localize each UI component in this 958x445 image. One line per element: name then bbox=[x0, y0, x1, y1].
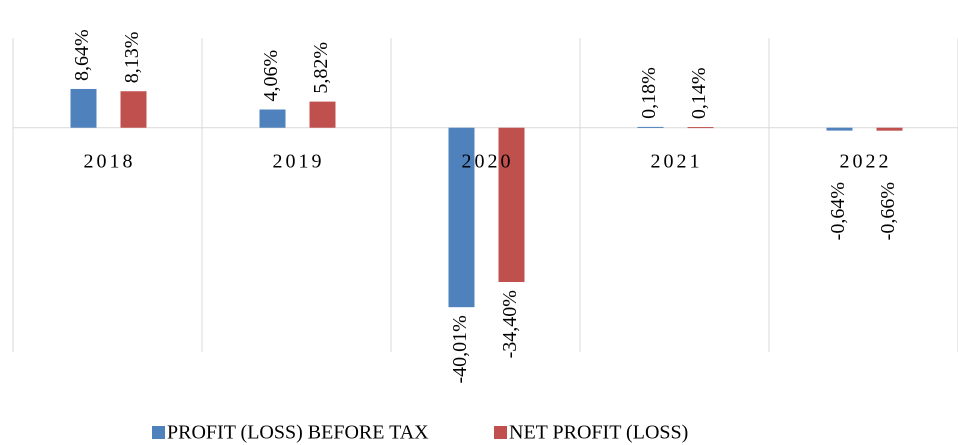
legend-label: NET PROFIT (LOSS) bbox=[509, 422, 688, 444]
data-label: 8,64% bbox=[71, 29, 93, 81]
x-tick-label: 2022 bbox=[840, 151, 892, 173]
legend-label: PROFIT (LOSS) BEFORE TAX bbox=[167, 422, 429, 444]
data-label: -34,40% bbox=[499, 290, 521, 358]
x-tick-label: 2019 bbox=[273, 151, 325, 173]
data-label: -0,66% bbox=[877, 182, 899, 240]
bar bbox=[498, 127, 525, 283]
x-tick-label: 2018 bbox=[84, 151, 136, 173]
legend-swatch bbox=[152, 426, 165, 439]
bar bbox=[448, 127, 475, 308]
legend-swatch bbox=[494, 426, 507, 439]
data-label: 8,13% bbox=[121, 32, 143, 84]
bar bbox=[876, 127, 903, 131]
bar bbox=[637, 126, 664, 128]
data-label: -0,64% bbox=[827, 182, 849, 240]
x-tick-label: 2020 bbox=[462, 151, 514, 173]
bar bbox=[309, 101, 336, 128]
data-label: 0,14% bbox=[688, 67, 710, 119]
bar bbox=[259, 109, 286, 128]
data-label: 5,82% bbox=[310, 42, 332, 94]
data-label: 0,18% bbox=[638, 67, 660, 119]
bar bbox=[826, 127, 853, 131]
bar bbox=[120, 91, 147, 128]
bar bbox=[70, 88, 97, 128]
bar bbox=[687, 127, 714, 129]
x-tick-label: 2021 bbox=[651, 151, 703, 173]
data-label: -40,01% bbox=[449, 315, 471, 383]
data-label: 4,06% bbox=[260, 50, 282, 102]
